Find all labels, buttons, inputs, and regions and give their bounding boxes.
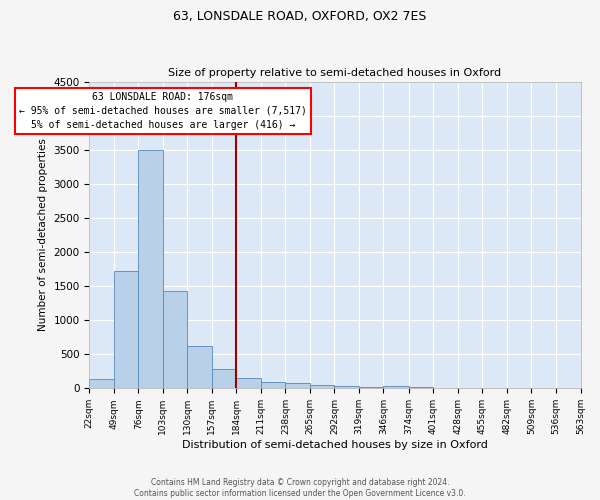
Bar: [89, 380, 114, 388]
Text: Contains HM Land Registry data © Crown copyright and database right 2024.
Contai: Contains HM Land Registry data © Crown c…: [134, 478, 466, 498]
Y-axis label: Number of semi-detached properties: Number of semi-detached properties: [38, 138, 48, 332]
Bar: [310, 386, 334, 388]
Bar: [114, 271, 139, 388]
Bar: [139, 150, 163, 388]
Bar: [236, 378, 261, 388]
Bar: [359, 387, 383, 388]
Title: Size of property relative to semi-detached houses in Oxford: Size of property relative to semi-detach…: [169, 68, 502, 78]
Bar: [334, 386, 359, 388]
Bar: [187, 346, 212, 389]
Bar: [383, 386, 409, 388]
Bar: [409, 387, 433, 388]
Bar: [261, 382, 286, 388]
Bar: [286, 383, 310, 388]
Bar: [212, 370, 236, 388]
Text: 63 LONSDALE ROAD: 176sqm
← 95% of semi-detached houses are smaller (7,517)
5% of: 63 LONSDALE ROAD: 176sqm ← 95% of semi-d…: [19, 92, 307, 130]
Text: 63, LONSDALE ROAD, OXFORD, OX2 7ES: 63, LONSDALE ROAD, OXFORD, OX2 7ES: [173, 10, 427, 23]
X-axis label: Distribution of semi-detached houses by size in Oxford: Distribution of semi-detached houses by …: [182, 440, 488, 450]
Bar: [163, 291, 187, 388]
